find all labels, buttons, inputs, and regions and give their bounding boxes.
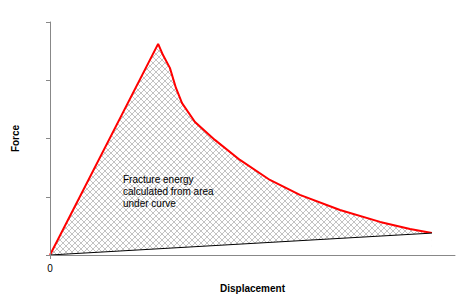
svg-text:Force: Force: [10, 124, 21, 152]
svg-text:Fracture energy: Fracture energy: [123, 174, 194, 185]
svg-text:calculated from area: calculated from area: [123, 186, 214, 197]
svg-text:0: 0: [47, 263, 53, 274]
svg-text:under curve: under curve: [123, 198, 176, 209]
svg-text:Displacement: Displacement: [220, 283, 286, 294]
